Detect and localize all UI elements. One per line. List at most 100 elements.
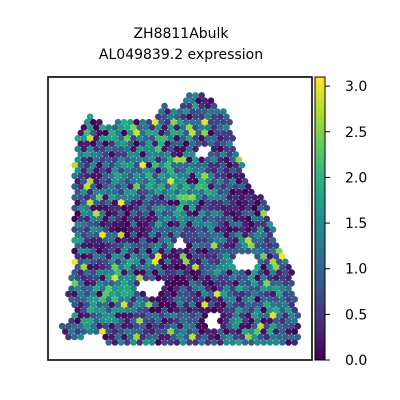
expression-spot (232, 290, 240, 298)
expression-spot (133, 140, 140, 147)
expression-spot (117, 263, 125, 271)
expression-spot (120, 258, 128, 266)
expression-spot (136, 296, 143, 303)
expression-spot (238, 183, 246, 190)
expression-spot (195, 333, 202, 341)
expression-spot (158, 194, 165, 201)
expression-spot (182, 151, 190, 158)
expression-spot (229, 156, 236, 164)
expression-spot (120, 333, 128, 341)
expression-spot (96, 312, 103, 319)
expression-spot (260, 285, 268, 293)
expression-spot (145, 269, 153, 276)
expression-spot (192, 210, 199, 217)
expression-spot (198, 210, 205, 217)
expression-spot (83, 290, 91, 298)
expression-spot (111, 317, 119, 325)
expression-spot (161, 339, 168, 346)
expression-spot (226, 258, 233, 266)
expression-spot (186, 242, 193, 249)
expression-spot (83, 118, 91, 126)
colorbar-tick-label: 3.0 (345, 79, 367, 95)
expression-spot (105, 242, 112, 249)
expression-spot (74, 296, 81, 303)
expression-spot (164, 247, 171, 255)
expression-spot (108, 129, 116, 137)
expression-spot (133, 215, 140, 223)
expression-spot (74, 231, 81, 239)
expression-spot (108, 172, 116, 180)
expression-spot (127, 247, 134, 255)
expression-spot (86, 178, 94, 185)
expression-spot (111, 285, 119, 293)
expression-spot (114, 151, 122, 158)
expression-spot (257, 333, 264, 341)
expression-spot (204, 328, 212, 335)
expression-spot (114, 161, 122, 169)
expression-spot (279, 296, 286, 303)
expression-spot (155, 220, 162, 228)
expression-spot (127, 269, 134, 276)
expression-spot (114, 172, 122, 180)
expression-spot (136, 188, 143, 196)
expression-spot (279, 285, 286, 293)
expression-spot (111, 242, 119, 249)
expression-spot (248, 317, 255, 325)
expression-spot (77, 247, 85, 255)
expression-spot (164, 215, 171, 223)
expression-spot (220, 140, 227, 147)
expression-spot (213, 161, 221, 169)
expression-spot (210, 124, 218, 131)
expression-spot (142, 145, 150, 153)
expression-spot (173, 274, 181, 282)
expression-spot (195, 183, 202, 190)
expression-spot (108, 204, 116, 212)
expression-spot (189, 280, 196, 287)
expression-spot (235, 274, 243, 282)
expression-spot (257, 194, 264, 201)
expression-spot (272, 339, 280, 346)
expression-spot (275, 258, 283, 266)
expression-spot (74, 317, 81, 325)
expression-spot (108, 290, 116, 298)
expression-spot (186, 274, 193, 282)
expression-spot (117, 145, 125, 153)
expression-spot (220, 151, 227, 158)
expression-spot (254, 285, 261, 293)
expression-spot (220, 204, 227, 212)
expression-spot (93, 135, 100, 142)
expression-spot (161, 285, 168, 293)
expression-spot (198, 188, 205, 196)
expression-spot (198, 220, 205, 228)
expression-spot (195, 161, 202, 169)
expression-spot (102, 333, 109, 341)
expression-spot (77, 194, 85, 201)
expression-spot (294, 333, 302, 341)
expression-spot (74, 306, 81, 314)
expression-spot (186, 92, 193, 99)
expression-spot (254, 253, 261, 260)
expression-spot (192, 220, 199, 228)
colorbar-tick-label: 1.5 (345, 216, 367, 232)
expression-spot (182, 322, 190, 330)
expression-spot (93, 188, 100, 196)
expression-spot (77, 269, 85, 276)
expression-spot (80, 306, 88, 314)
expression-spot (235, 285, 243, 293)
expression-spot (226, 280, 233, 287)
expression-spot (207, 161, 215, 169)
expression-spot (282, 333, 289, 341)
expression-spot (96, 226, 103, 233)
expression-spot (176, 151, 184, 158)
expression-spot (117, 199, 125, 207)
expression-spot (167, 263, 174, 271)
expression-spot (108, 269, 116, 276)
expression-spot (148, 178, 156, 185)
expression-spot (217, 156, 224, 164)
expression-spot (257, 226, 264, 233)
expression-spot (223, 199, 230, 207)
expression-spot (201, 290, 209, 298)
expression-spot (120, 118, 128, 126)
expression-spot (124, 274, 131, 282)
expression-spot (158, 108, 165, 115)
